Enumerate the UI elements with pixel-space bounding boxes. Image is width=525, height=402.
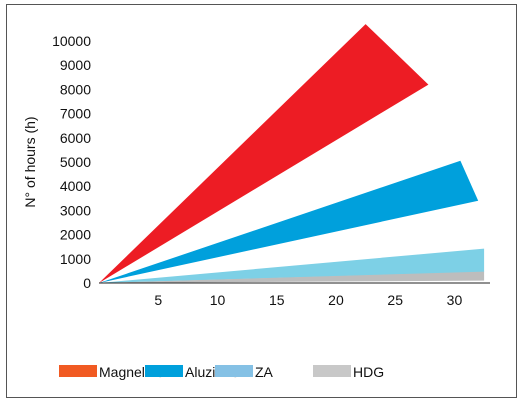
- series-band-1: [99, 160, 479, 283]
- legend-swatch: [59, 365, 97, 377]
- chart-frame: 0 1000 2000 3000 4000 5000 6000 7000 8000 9000 100…: [6, 4, 517, 398]
- series-band-2: [99, 248, 485, 283]
- y-tick-label: 0: [83, 275, 91, 291]
- legend-swatch: [145, 365, 183, 377]
- y-tick-label: 7000: [60, 106, 91, 122]
- y-tick-label: 5000: [60, 154, 91, 170]
- y-axis-title: N° of hours (h): [22, 116, 38, 207]
- x-tick-label: 10: [210, 292, 226, 308]
- y-tick-label: 4000: [60, 178, 91, 194]
- legend-label: HDG: [353, 364, 384, 380]
- y-tick-label: 3000: [60, 202, 91, 218]
- series-band-3: [99, 271, 485, 283]
- y-tick-label: 8000: [60, 81, 91, 97]
- legend-swatch: [313, 365, 351, 377]
- chart-canvas: 0 1000 2000 3000 4000 5000 6000 7000 8000 9000 100…: [22, 24, 490, 380]
- x-tick-label: 15: [269, 292, 285, 308]
- series-band-0: [99, 24, 429, 283]
- x-tick-label: 20: [328, 292, 344, 308]
- y-tick-label: 1000: [60, 251, 91, 267]
- y-tick-label: 6000: [60, 130, 91, 146]
- x-tick-labels: 5 10 15 20 25 30: [154, 292, 462, 308]
- x-tick-label: 5: [154, 292, 162, 308]
- y-tick-label: 10000: [52, 33, 91, 49]
- x-tick-label: 30: [447, 292, 463, 308]
- legend-swatch: [215, 365, 253, 377]
- legend-label: ZA: [255, 364, 274, 380]
- series-bands: [99, 24, 485, 283]
- y-tick-label: 2000: [60, 227, 91, 243]
- y-tick-label: 9000: [60, 57, 91, 73]
- y-tick-labels: 0 1000 2000 3000 4000 5000 6000 7000 8000 9000 100…: [52, 33, 91, 291]
- x-tick-label: 25: [387, 292, 403, 308]
- legend: Magnelis® Aluzinc® ZA HDG: [59, 364, 384, 380]
